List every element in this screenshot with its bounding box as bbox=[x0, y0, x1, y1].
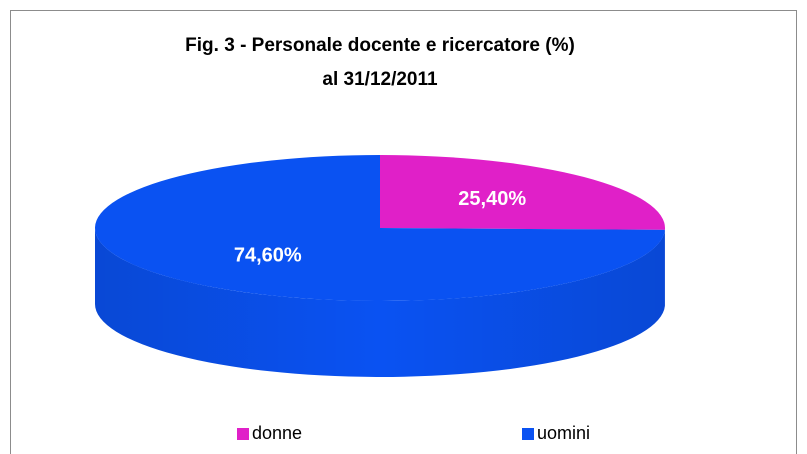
chart-subtitle: al 31/12/2011 bbox=[322, 69, 438, 90]
value-label: 74,60% bbox=[234, 244, 302, 266]
legend-swatch bbox=[237, 428, 249, 440]
legend-label: uomini bbox=[537, 423, 590, 443]
slice bbox=[380, 155, 665, 230]
chart-title: Fig. 3 - Personale docente e ricercatore… bbox=[185, 35, 575, 56]
slice-side-shade bbox=[95, 228, 665, 377]
value-label: 25,40% bbox=[458, 188, 526, 210]
slice bbox=[94, 155, 665, 301]
legend-label: donne bbox=[252, 423, 302, 443]
legend-swatch bbox=[522, 428, 534, 440]
